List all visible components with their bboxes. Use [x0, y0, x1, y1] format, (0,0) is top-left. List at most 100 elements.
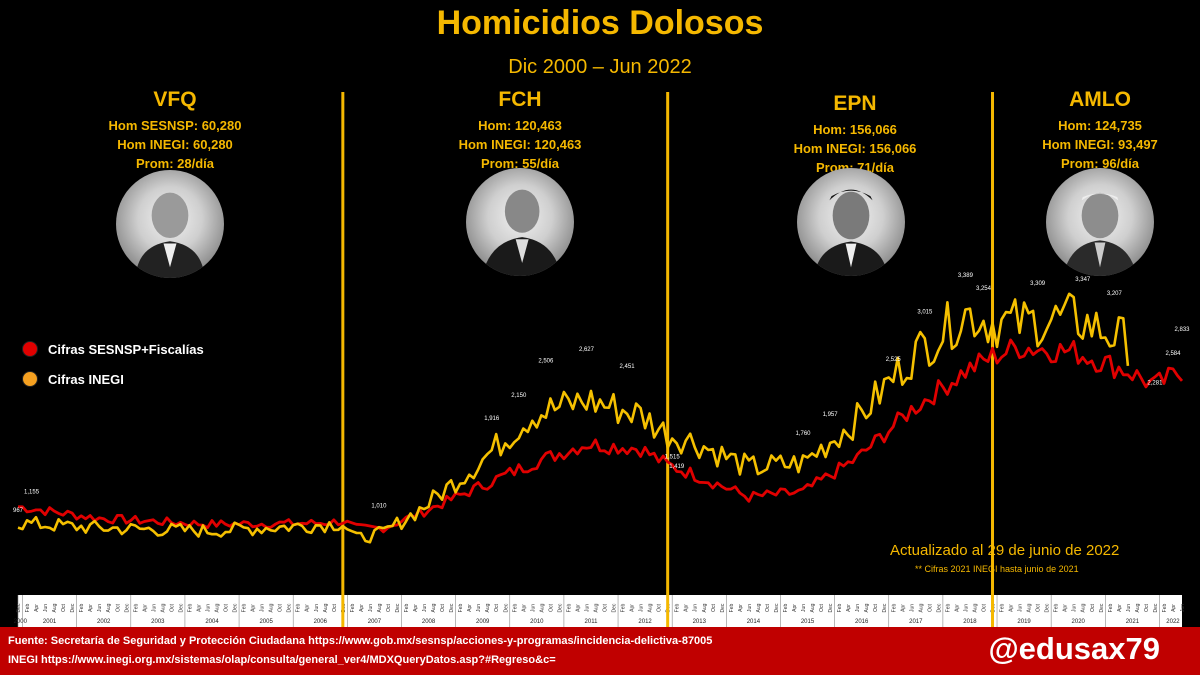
month-tick-label: Dec [449, 603, 455, 612]
month-tick-label: Feb [891, 603, 897, 612]
month-tick-label: Feb [621, 603, 627, 612]
year-tick-label: 2007 [368, 619, 382, 625]
month-tick-label: Aug [323, 603, 329, 612]
panel-line-2: Hom INEGI: 93,497 [1042, 137, 1158, 152]
source-line-1: Fuente: Secretaría de Seguridad y Protec… [8, 635, 713, 647]
value-label: 1,957 [823, 412, 839, 418]
month-tick-label: Jun [963, 604, 969, 612]
portrait-epn [797, 168, 905, 276]
month-tick-label: Apr [359, 604, 365, 612]
month-tick-label: Aug [485, 603, 491, 612]
panel-line-2: Hom INEGI: 120,463 [458, 137, 582, 152]
month-tick-label: Oct [819, 604, 825, 612]
footer-bar: Fuente: Secretaría de Seguridad y Protec… [0, 627, 1200, 675]
value-label: 1,916 [484, 416, 500, 422]
month-tick-label: Aug [52, 603, 58, 612]
month-tick-label: Apr [1117, 604, 1123, 612]
month-tick-label: Aug [1081, 603, 1087, 612]
year-tick-label: 2006 [314, 619, 328, 625]
month-tick-label: Dec [612, 603, 618, 612]
year-tick-label: 2009 [476, 619, 490, 625]
month-tick-label: Apr [954, 604, 960, 612]
year-tick-label: 2021 [1126, 619, 1140, 625]
value-label: 2,150 [511, 393, 527, 399]
month-tick-label: Aug [431, 603, 437, 612]
month-tick-label: Dec [720, 603, 726, 612]
month-tick-label: Dec [1045, 603, 1051, 612]
month-tick-label: Dec [828, 603, 834, 612]
month-tick-label: Dec [882, 603, 888, 612]
value-label: 2,627 [579, 347, 595, 353]
panel-fch: FCH Hom: 120,463 Hom INEGI: 120,463 Prom… [440, 88, 600, 173]
month-tick-label: Oct [61, 604, 67, 612]
month-tick-label: Aug [918, 603, 924, 612]
month-tick-label: Dec [124, 603, 130, 612]
month-tick-label: Aug [269, 603, 275, 612]
month-tick-label: Jun [97, 604, 103, 612]
month-tick-label: Oct [494, 604, 500, 612]
value-label: 3,015 [917, 309, 933, 315]
chart-series [17, 292, 1184, 544]
month-tick-label: Jun [422, 604, 428, 612]
author-handle: @edusax79 [988, 631, 1160, 666]
month-tick-label: Oct [169, 604, 175, 612]
year-tick-label: 2020 [1072, 619, 1086, 625]
month-tick-label: Dec [774, 603, 780, 612]
year-tick-label: 2018 [963, 619, 977, 625]
month-tick-label: Apr [738, 604, 744, 612]
month-tick-label: Aug [1135, 603, 1141, 612]
month-tick-label: Dec [1153, 603, 1159, 612]
year-tick-label: 2022 [1166, 619, 1180, 625]
month-tick-label: Feb [512, 603, 518, 612]
value-label: 2,506 [538, 359, 554, 365]
series-line-sesnsp [18, 338, 1184, 534]
month-tick-label: Oct [1090, 604, 1096, 612]
month-tick-label: Jun [530, 604, 536, 612]
month-tick-label: Jun [314, 604, 320, 612]
year-tick-label: 2005 [259, 619, 273, 625]
month-tick-label: Oct [657, 604, 663, 612]
inegi-note: ** Cifras 2021 INEGI hasta junio de 2021 [915, 564, 1079, 574]
month-tick-label: Oct [548, 604, 554, 612]
month-tick-label: Oct [711, 604, 717, 612]
value-label: 967 [13, 508, 24, 514]
month-tick-label: Jun [476, 604, 482, 612]
year-tick-label: 2012 [638, 619, 652, 625]
month-tick-label: Apr [846, 604, 852, 612]
portrait-amlo [1046, 168, 1154, 276]
updated-date: Actualizado al 29 de junio de 2022 [890, 542, 1120, 559]
month-tick-label: Feb [133, 603, 139, 612]
year-tick-label: 2019 [1017, 619, 1031, 625]
year-tick-label: 2004 [205, 619, 219, 625]
value-label: 1,760 [796, 431, 812, 437]
value-label: 3,254 [976, 286, 992, 292]
month-tick-label: Aug [593, 603, 599, 612]
value-label: 2,525 [886, 357, 902, 363]
portrait-fch [466, 168, 574, 276]
month-tick-label: Feb [296, 603, 302, 612]
month-tick-label: Jun [1180, 604, 1186, 612]
value-label: 1,010 [371, 504, 387, 510]
month-tick-label: Feb [350, 603, 356, 612]
month-tick-label: Apr [467, 604, 473, 612]
month-tick-label: Apr [1171, 604, 1177, 612]
year-tick-label: 2000 [14, 619, 28, 625]
month-tick-label: Jun [639, 604, 645, 612]
month-tick-label: Aug [106, 603, 112, 612]
month-tick-label: Feb [187, 603, 193, 612]
month-tick-label: Dec [178, 603, 184, 612]
legend-label: Cifras SESNSP+Fiscalías [48, 341, 204, 357]
month-tick-label: Aug [539, 603, 545, 612]
value-label: 2,833 [1174, 327, 1190, 333]
month-tick-label: Oct [927, 604, 933, 612]
panel-amlo: AMLO Hom: 124,735 Hom INEGI: 93,497 Prom… [1020, 88, 1180, 173]
month-tick-label: Dec [1099, 603, 1105, 612]
panel-name: EPN [833, 92, 877, 115]
year-tick-label: 2017 [909, 619, 923, 625]
month-tick-label: Dec [557, 603, 563, 612]
value-label: 2,451 [620, 364, 636, 370]
month-tick-label: Oct [440, 604, 446, 612]
red-dot-icon [22, 341, 38, 357]
value-labels: 1,155 967 1,010 1,916 2,150 2,506 2,627 2,451 1,… [13, 273, 1190, 514]
